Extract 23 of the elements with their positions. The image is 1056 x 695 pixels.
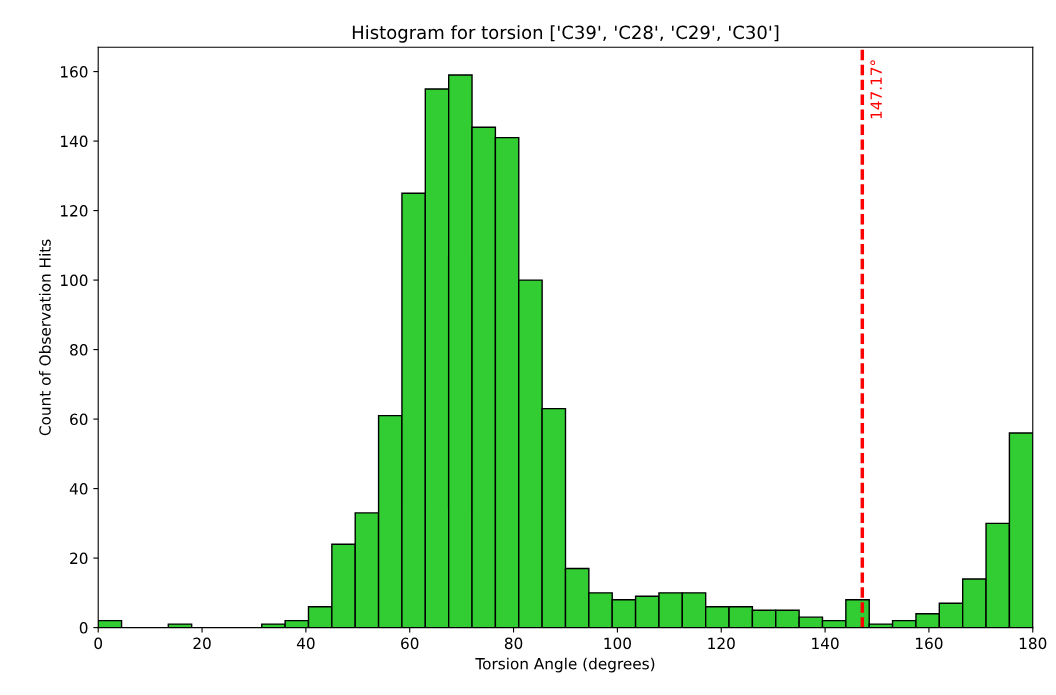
x-tick-label: 160 (916, 637, 943, 650)
y-tick-label: 20 (70, 552, 88, 565)
x-tick-label: 20 (193, 637, 211, 650)
x-tick-label: 100 (604, 637, 631, 650)
x-tick-label: 180 (1019, 637, 1047, 650)
x-tick-label: 40 (296, 637, 315, 650)
y-tick-label: 100 (61, 274, 88, 287)
y-tick-label: 160 (61, 66, 88, 78)
y-tick-label: 60 (70, 413, 88, 426)
y-tick-label: 80 (70, 344, 88, 356)
y-tick-label: 120 (61, 205, 88, 217)
y-tick-label: 140 (61, 135, 88, 148)
x-axis-title: Torsion Angle (degrees) (475, 657, 655, 673)
y-tick-label: 0 (79, 622, 88, 634)
x-tick-label: 80 (504, 637, 523, 650)
y-axis-title: Count of Observation Hits (38, 239, 51, 436)
y-tick-label: 40 (69, 483, 88, 495)
chart-title: Histogram for torsion ['C39', 'C28', 'C29', 'C30'] (352, 25, 779, 43)
x-tick-label: 140 (812, 637, 839, 650)
x-tick-label: 0 (94, 637, 103, 650)
x-tick-label: 60 (401, 637, 419, 650)
ref-line-label: 147.17° (870, 60, 882, 119)
x-tick-label: 120 (708, 637, 735, 650)
